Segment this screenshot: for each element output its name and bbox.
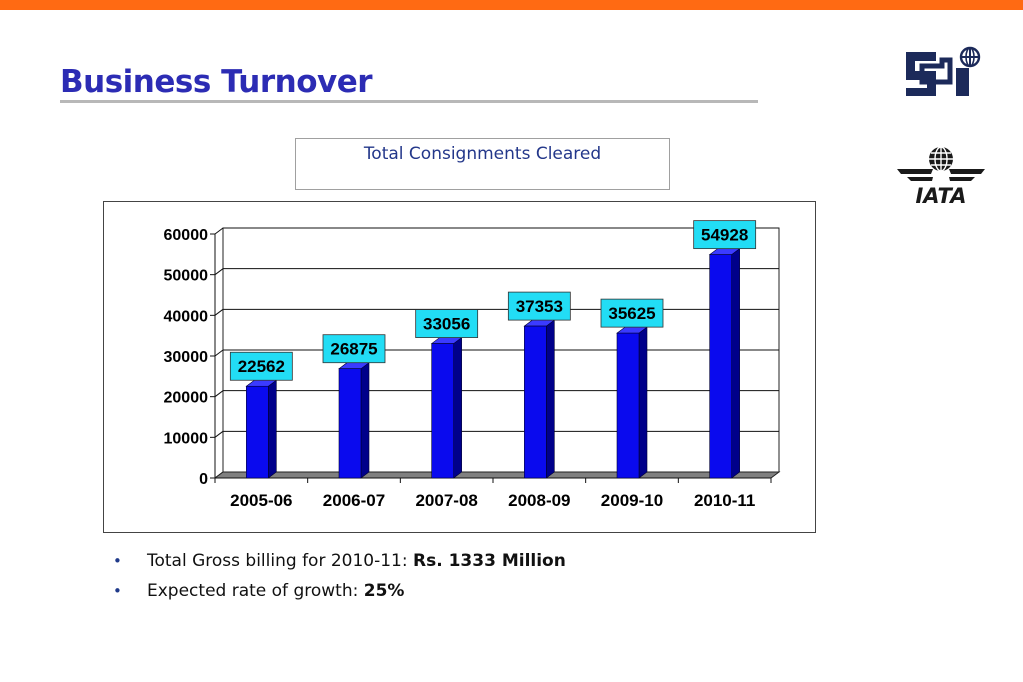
data-label-box xyxy=(600,298,664,328)
top-accent-bar xyxy=(0,0,1023,10)
bar xyxy=(431,343,454,479)
bar xyxy=(338,368,362,479)
iata-logo-text: IATA xyxy=(915,184,966,208)
iata-logo-icon: IATA xyxy=(897,146,985,208)
gridline-depth xyxy=(214,430,224,438)
data-label: 54928 xyxy=(701,226,748,245)
data-label-box xyxy=(693,220,757,250)
y-tick-label: 60000 xyxy=(164,227,209,244)
y-tick-label: 10000 xyxy=(164,430,209,447)
gridline-depth xyxy=(214,268,224,276)
data-label-box xyxy=(229,351,293,381)
data-label: 33056 xyxy=(423,315,470,334)
bullet-text: Total Gross billing for 2010-11: xyxy=(147,551,414,571)
bullet-strong: 25% xyxy=(363,581,405,601)
x-tick-label: 2006-07 xyxy=(323,491,385,510)
y-tick-label: 30000 xyxy=(164,349,209,366)
data-label: 35625 xyxy=(608,304,655,323)
y-tick-label: 50000 xyxy=(164,268,209,285)
bullet-text: Expected rate of growth: xyxy=(147,581,364,601)
bar xyxy=(709,254,732,479)
bar xyxy=(524,325,547,479)
gridline-depth xyxy=(214,227,224,235)
bar-side xyxy=(360,362,370,479)
plot-floor xyxy=(213,471,781,479)
bar-side xyxy=(546,319,555,479)
data-label-box xyxy=(415,309,479,338)
x-tick-label: 2009-10 xyxy=(601,491,663,510)
y-tick-label: 40000 xyxy=(164,308,209,325)
gridline-depth xyxy=(214,390,224,398)
data-label-box xyxy=(507,291,571,321)
data-label-box xyxy=(322,334,386,364)
page-title: Business Turnover xyxy=(60,64,373,100)
gridline-depth xyxy=(214,308,224,316)
y-tick-label: 20000 xyxy=(164,390,209,407)
bar-side xyxy=(731,248,740,479)
data-label: 37353 xyxy=(516,297,563,316)
chart-title-box: Total Consignments Cleared xyxy=(295,138,670,190)
x-tick-label: 2005-06 xyxy=(230,491,292,510)
chart-title: Total Consignments Cleared xyxy=(363,144,602,164)
bar-chart: 0 10000 20000 30000 40000 50000 60000 22562 2005… xyxy=(164,220,781,510)
bullet-marker: • xyxy=(113,552,122,570)
bar-side xyxy=(453,336,462,479)
x-tick-label: 2007-08 xyxy=(415,491,477,510)
x-tick-label: 2008-09 xyxy=(508,491,570,510)
bar-side xyxy=(638,326,648,479)
data-label: 22562 xyxy=(238,357,285,376)
bullet-marker: • xyxy=(113,582,122,600)
si-logo-icon xyxy=(906,46,981,96)
x-tick-label: 2010-11 xyxy=(694,491,755,510)
gridline-depth xyxy=(214,349,224,357)
bar xyxy=(246,385,269,479)
bullet-strong: Rs. 1333 Million xyxy=(413,551,566,571)
title-underline xyxy=(60,100,758,103)
y-tick-label: 0 xyxy=(199,471,208,488)
bar-side xyxy=(268,379,277,479)
data-label: 26875 xyxy=(330,340,377,359)
bar xyxy=(616,332,640,479)
